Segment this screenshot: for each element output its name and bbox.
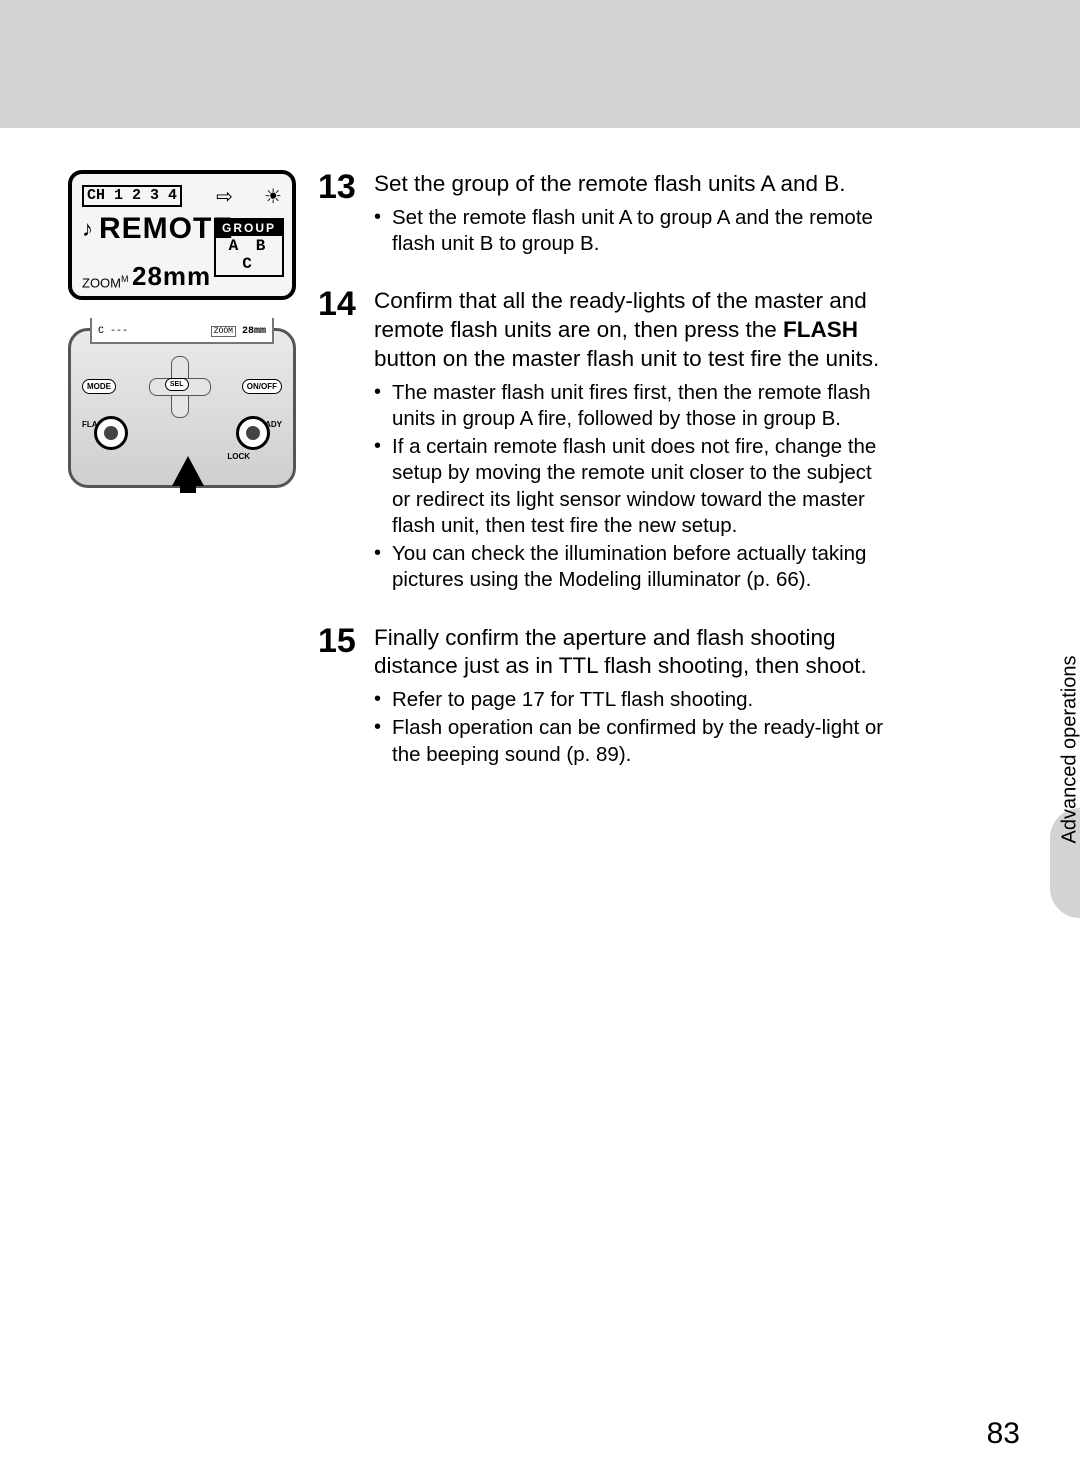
flash-button — [94, 416, 128, 450]
ready-button — [236, 416, 270, 450]
step-bullets: The master flash unit fires first, then … — [374, 380, 888, 594]
dpad: SEL — [149, 356, 209, 416]
bullet-item: If a certain remote flash unit does not … — [374, 434, 888, 539]
page-number: 83 — [987, 1417, 1020, 1451]
lcd-illustration: CH 1 2 3 4 ⇨ ☀ ♪ REMOTE GROUP A B C ZOOM… — [68, 170, 296, 300]
group-box: GROUP A B C — [214, 218, 284, 277]
mode-button: MODE — [82, 379, 116, 394]
manual-page: CH 1 2 3 4 ⇨ ☀ ♪ REMOTE GROUP A B C ZOOM… — [0, 128, 1080, 1483]
step-number: 13 — [318, 170, 362, 259]
pointer-arrow-icon — [172, 456, 204, 486]
wireless-icon: ⇨ — [216, 184, 230, 209]
section-label: Advanced operations — [1059, 656, 1080, 844]
section-tab: Advanced operations — [1040, 598, 1080, 918]
bullet-item: The master flash unit fires first, then … — [374, 380, 888, 432]
group-values: A B C — [216, 236, 282, 275]
steps-content: 13 Set the group of the remote flash uni… — [318, 170, 888, 798]
step-title: Finally confirm the aperture and flash s… — [374, 624, 888, 682]
bullet-item: Flash operation can be confirmed by the … — [374, 715, 888, 767]
step-13: 13 Set the group of the remote flash uni… — [318, 170, 888, 259]
device-illustration: C --- ZOOM 28mm MODE SEL ON/OFF FLASH RE… — [68, 328, 296, 488]
sound-icon: ♪ — [82, 216, 93, 242]
device-screen: C --- ZOOM 28mm — [90, 318, 274, 344]
zoom-value: 28mm — [132, 261, 211, 292]
step-title: Set the group of the remote flash units … — [374, 170, 888, 199]
step-title: Confirm that all the ready-lights of the… — [374, 287, 888, 373]
step-number: 15 — [318, 624, 362, 770]
group-header: GROUP — [216, 220, 282, 236]
step-15: 15 Finally confirm the aperture and flas… — [318, 624, 888, 770]
step-bullets: Set the remote flash unit A to group A a… — [374, 205, 888, 257]
sel-button: SEL — [165, 378, 189, 391]
lock-label: LOCK — [227, 452, 250, 461]
bullet-item: Set the remote flash unit A to group A a… — [374, 205, 888, 257]
illustrations-column: CH 1 2 3 4 ⇨ ☀ ♪ REMOTE GROUP A B C ZOOM… — [68, 170, 296, 488]
zoom-label: ZOOMM — [82, 274, 129, 290]
brightness-icon: ☀ — [264, 184, 282, 209]
onoff-button: ON/OFF — [242, 379, 282, 394]
bullet-item: You can check the illumination before ac… — [374, 541, 888, 593]
channel-indicator: CH 1 2 3 4 — [82, 185, 182, 207]
step-number: 14 — [318, 287, 362, 595]
step-14: 14 Confirm that all the ready-lights of … — [318, 287, 888, 595]
step-bullets: Refer to page 17 for TTL flash shooting.… — [374, 687, 888, 768]
bullet-item: Refer to page 17 for TTL flash shooting. — [374, 687, 888, 713]
